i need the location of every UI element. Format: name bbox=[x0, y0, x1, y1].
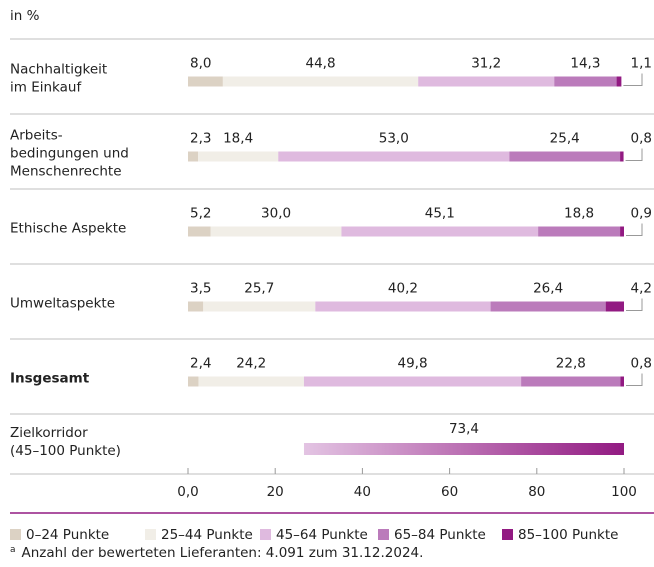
legend-label: 65–84 Punkte bbox=[394, 527, 486, 543]
legend-swatch bbox=[378, 529, 389, 540]
bar-segment bbox=[303, 376, 522, 387]
value-label: 26,4 bbox=[533, 281, 563, 297]
axis-label: in % bbox=[10, 8, 40, 24]
bar-segment bbox=[222, 76, 419, 87]
bar-segment bbox=[210, 226, 342, 237]
category-label: bedingungen und bbox=[10, 146, 129, 162]
category-label: Insgesamt bbox=[10, 371, 90, 387]
x-tick-label: 60 bbox=[441, 484, 458, 500]
value-label: 0,8 bbox=[631, 356, 652, 372]
bar-segment bbox=[315, 301, 491, 312]
leader-line bbox=[623, 73, 643, 86]
value-label: 40,2 bbox=[388, 281, 418, 297]
bar-segment bbox=[188, 151, 199, 162]
value-label: 1,1 bbox=[631, 56, 652, 72]
value-label: 22,8 bbox=[556, 356, 586, 372]
value-label: 44,8 bbox=[306, 56, 336, 72]
leader-line bbox=[626, 223, 643, 236]
leader-line bbox=[626, 373, 643, 386]
legend-swatch bbox=[260, 529, 271, 540]
x-tick-label: 40 bbox=[354, 484, 371, 500]
value-label: 30,0 bbox=[261, 206, 291, 222]
legend-label: 0–24 Punkte bbox=[26, 527, 109, 543]
target-bar bbox=[303, 443, 624, 455]
bar-segment bbox=[278, 151, 510, 162]
footnote-marker: a bbox=[10, 545, 16, 555]
category-label: Menschenrechte bbox=[10, 164, 122, 180]
bar-segment bbox=[188, 301, 204, 312]
value-label: 2,3 bbox=[190, 131, 211, 147]
category-label: im Einkauf bbox=[10, 80, 82, 96]
value-label: 3,5 bbox=[190, 281, 211, 297]
value-label: 25,4 bbox=[550, 131, 580, 147]
bar-segment bbox=[554, 76, 617, 87]
value-label: 24,2 bbox=[236, 356, 266, 372]
x-tick-label: 20 bbox=[267, 484, 284, 500]
legend-label: 25–44 Punkte bbox=[161, 527, 253, 543]
bar-segment bbox=[203, 301, 316, 312]
bar-segment bbox=[509, 151, 621, 162]
x-tick-label: 80 bbox=[528, 484, 545, 500]
value-label: 45,1 bbox=[425, 206, 455, 222]
value-label: 73,4 bbox=[449, 421, 479, 437]
value-label: 2,4 bbox=[190, 356, 211, 372]
value-label: 0,8 bbox=[631, 131, 652, 147]
bar-segment bbox=[605, 301, 624, 312]
category-label: Umweltaspekte bbox=[10, 296, 115, 312]
legend-label: 85–100 Punkte bbox=[518, 527, 618, 543]
category-label: Ethische Aspekte bbox=[10, 221, 126, 237]
bar-segment bbox=[538, 226, 621, 237]
value-label: 18,4 bbox=[223, 131, 253, 147]
value-label: 4,2 bbox=[631, 281, 652, 297]
value-label: 25,7 bbox=[244, 281, 274, 297]
value-label: 49,8 bbox=[398, 356, 428, 372]
target-label: (45–100 Punkte) bbox=[10, 443, 121, 459]
bar-segment bbox=[620, 151, 624, 162]
category-label: Arbeits- bbox=[10, 128, 63, 144]
value-label: 0,9 bbox=[631, 206, 652, 222]
x-tick-label: 100 bbox=[611, 484, 637, 500]
bar-segment bbox=[616, 76, 622, 87]
category-label: Nachhaltigkeit bbox=[10, 62, 107, 78]
value-label: 18,8 bbox=[564, 206, 594, 222]
leader-line bbox=[626, 298, 643, 311]
legend-swatch bbox=[502, 529, 513, 540]
value-label: 31,2 bbox=[471, 56, 501, 72]
legend-swatch bbox=[145, 529, 156, 540]
bar-segment bbox=[188, 226, 211, 237]
value-label: 8,0 bbox=[190, 56, 211, 72]
bar-segment bbox=[198, 151, 279, 162]
legend-swatch bbox=[10, 529, 21, 540]
bar-segment bbox=[198, 376, 304, 387]
bar-segment bbox=[620, 376, 624, 387]
bar-segment bbox=[418, 76, 555, 87]
bar-segment bbox=[341, 226, 539, 237]
value-label: 14,3 bbox=[570, 56, 600, 72]
bar-segment bbox=[490, 301, 606, 312]
value-label: 5,2 bbox=[190, 206, 211, 222]
legend-label: 45–64 Punkte bbox=[276, 527, 368, 543]
footnote-text: Anzahl der bewerteten Lieferanten: 4.091… bbox=[22, 545, 424, 561]
bar-segment bbox=[620, 226, 624, 237]
value-label: 53,0 bbox=[379, 131, 409, 147]
footnote: a Anzahl der bewerteten Lieferanten: 4.09… bbox=[10, 545, 423, 562]
target-label: Zielkorridor bbox=[10, 425, 88, 441]
bar-segment bbox=[188, 76, 223, 87]
bar-segment bbox=[188, 376, 199, 387]
leader-line bbox=[625, 148, 643, 161]
x-tick-label: 0,0 bbox=[177, 484, 198, 500]
bar-segment bbox=[521, 376, 621, 387]
